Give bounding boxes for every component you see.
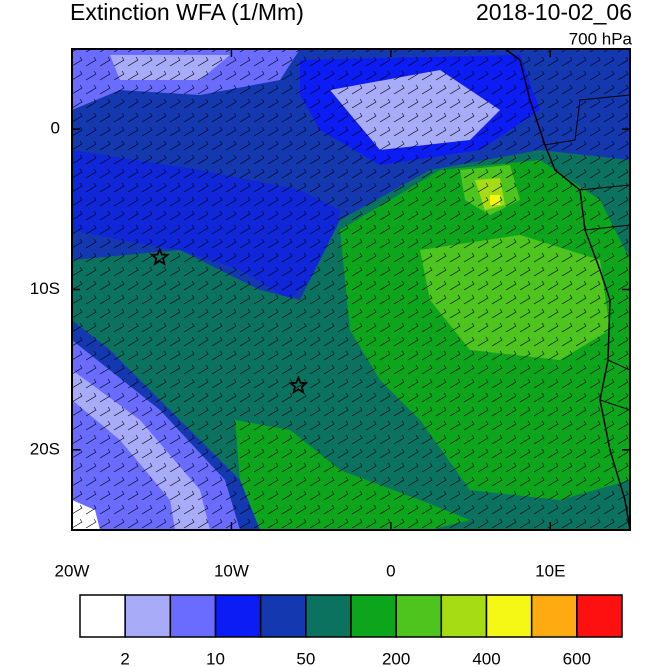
colorbar-label: 2 xyxy=(120,649,129,667)
colorbar-swatch xyxy=(124,594,172,638)
colorbar: 2 10 50 200 400 600 xyxy=(79,594,623,667)
colorbar-swatch xyxy=(305,594,352,638)
site-marker xyxy=(149,247,170,266)
y-tick-label: 0 xyxy=(51,119,60,138)
colorbar-swatch xyxy=(169,594,217,638)
colorbar-swatch xyxy=(440,594,488,638)
x-tick-label: 0 xyxy=(386,561,395,580)
colorbar-label: 200 xyxy=(382,649,410,667)
site-marker xyxy=(288,375,309,395)
date: 2018-10-02_06 xyxy=(476,0,632,25)
x-tick-label: 10E xyxy=(535,561,565,580)
colorbar-label: 400 xyxy=(472,649,500,667)
colorbar-swatch xyxy=(214,594,262,638)
borders xyxy=(544,94,630,411)
colorbar-label: 10 xyxy=(206,649,225,667)
wind-barbs xyxy=(72,49,630,530)
title: Extinction WFA (1/Mm) xyxy=(70,0,304,25)
colorbar-label: 600 xyxy=(563,649,591,667)
y-tick-label: 10S xyxy=(30,279,60,298)
x-tick-label: 20W xyxy=(55,561,90,580)
colorbar-swatch xyxy=(485,594,533,638)
colorbar-swatch xyxy=(576,594,623,638)
y-tick-label: 20S xyxy=(30,439,60,458)
colorbar-swatch xyxy=(395,594,443,638)
colorbar-swatch xyxy=(79,594,126,638)
colorbar-label: 50 xyxy=(296,649,315,667)
aerosol-field xyxy=(72,49,630,530)
colorbar-swatch xyxy=(259,594,307,638)
x-tick-label: 10W xyxy=(214,561,249,580)
colorbar-swatch xyxy=(350,594,397,638)
pressure-level: 700 hPa xyxy=(569,29,633,48)
colorbar-swatch xyxy=(530,594,578,638)
